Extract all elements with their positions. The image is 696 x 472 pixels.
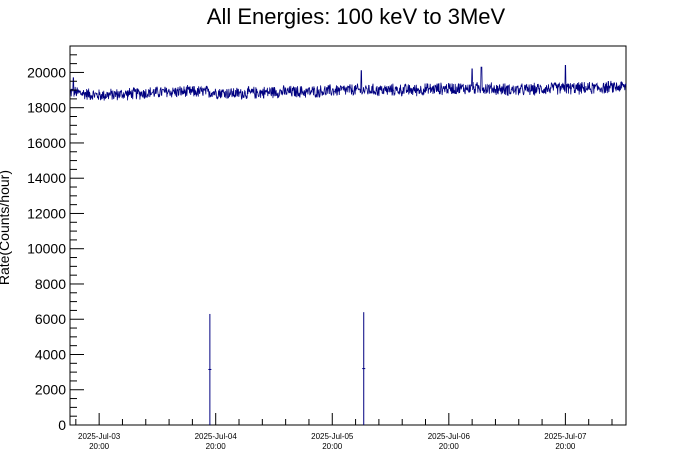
x-tick-date: 2025-Jul-04 — [195, 432, 238, 441]
x-tick-date: 2025-Jul-03 — [78, 432, 121, 441]
series-layer — [69, 64, 627, 425]
y-tick-label: 16000 — [27, 135, 66, 151]
x-tick-time: 20:00 — [322, 442, 343, 451]
x-tick-time: 20:00 — [89, 442, 110, 451]
y-tick-label: 2000 — [35, 382, 66, 398]
y-tick-label: 4000 — [35, 346, 66, 362]
plot-frame — [69, 45, 627, 426]
y-axis-label: Rate(Counts/hour) — [0, 170, 12, 285]
y-tick-label: 10000 — [27, 241, 66, 257]
x-tick-time: 20:00 — [555, 442, 576, 451]
chart-title: All Energies: 100 keV to 3MeV — [207, 4, 506, 29]
x-tick-time: 20:00 — [439, 442, 460, 451]
rate-series-line — [69, 64, 627, 101]
y-tick-label: 18000 — [27, 100, 66, 116]
y-tick-label: 12000 — [27, 205, 66, 221]
y-tick-label: 8000 — [35, 276, 66, 292]
x-tick-date: 2025-Jul-06 — [428, 432, 471, 441]
y-tick-label: 6000 — [35, 311, 66, 327]
x-axis: 2025-Jul-0320:002025-Jul-0420:002025-Jul… — [75, 413, 613, 451]
x-tick-date: 2025-Jul-07 — [544, 432, 587, 441]
y-tick-label: 0 — [58, 417, 66, 433]
y-axis: 0 2000 4000 6000 8000 10000 12000 14000 16000 180… — [27, 45, 84, 433]
x-tick-date: 2025-Jul-05 — [311, 432, 354, 441]
plot-area: 0 2000 4000 6000 8000 10000 12000 14000 16000 180… — [27, 45, 627, 451]
x-tick-time: 20:00 — [206, 442, 227, 451]
y-tick-label: 20000 — [27, 64, 66, 80]
y-tick-label: 14000 — [27, 170, 66, 186]
